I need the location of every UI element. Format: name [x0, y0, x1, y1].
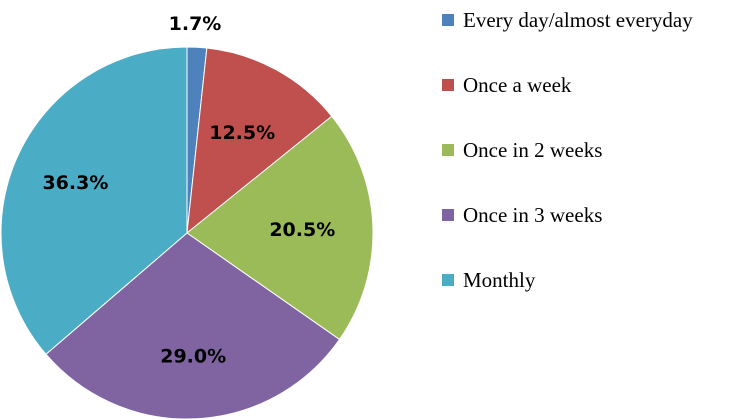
legend-label-2: Once in 2 weeks: [463, 138, 602, 162]
legend-label-4: Monthly: [463, 268, 536, 292]
pie-slice-4: [0, 46, 188, 355]
data-labels: 1.7% 12.5% 20.5% 29.0% 36.3%: [42, 13, 335, 368]
data-label-1: 12.5%: [209, 122, 275, 144]
data-label-0: 1.7%: [169, 13, 222, 35]
legend-label-3: Once in 3 weeks: [463, 203, 602, 227]
legend: Every day/almost everyday Once a week Once…: [442, 8, 693, 292]
legend-label-1: Once a week: [463, 73, 572, 97]
pie-slice-2: [186, 115, 374, 341]
legend-swatch-4: [442, 274, 454, 286]
data-label-2: 20.5%: [269, 219, 335, 241]
data-label-3: 29.0%: [160, 346, 226, 368]
pie-slice-1: [186, 47, 333, 235]
legend-swatch-3: [442, 209, 454, 221]
legend-swatch-0: [442, 14, 454, 26]
legend-swatch-1: [442, 79, 454, 91]
legend-swatch-2: [442, 144, 454, 156]
pie-slices: [0, 46, 374, 419]
legend-label-0: Every day/almost everyday: [463, 8, 693, 32]
data-label-4: 36.3%: [42, 172, 108, 194]
